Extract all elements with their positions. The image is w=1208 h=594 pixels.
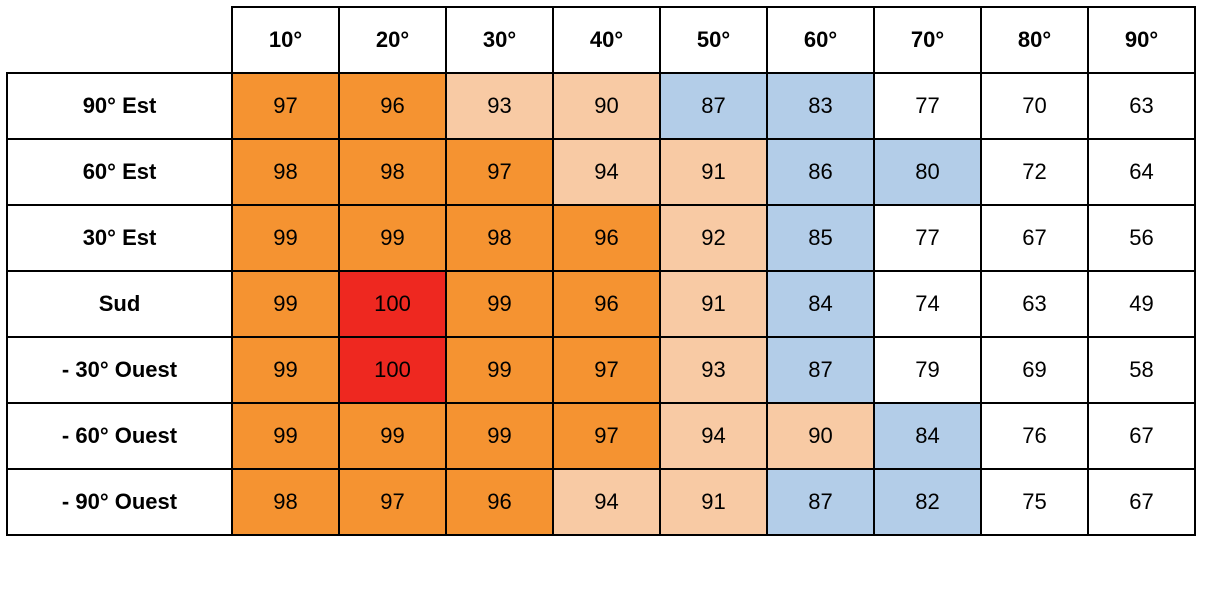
col-header: 60° [767, 7, 874, 73]
data-cell: 97 [339, 469, 446, 535]
data-cell: 56 [1088, 205, 1195, 271]
col-header: 20° [339, 7, 446, 73]
data-cell: 86 [767, 139, 874, 205]
col-header: 80° [981, 7, 1088, 73]
data-cell: 76 [981, 403, 1088, 469]
data-cell: 98 [446, 205, 553, 271]
data-cell: 84 [874, 403, 981, 469]
data-cell: 70 [981, 73, 1088, 139]
data-cell: 58 [1088, 337, 1195, 403]
data-cell: 77 [874, 73, 981, 139]
data-cell: 67 [1088, 403, 1195, 469]
data-cell: 63 [1088, 73, 1195, 139]
data-cell: 97 [553, 403, 660, 469]
data-cell: 94 [553, 469, 660, 535]
table-row: - 90° Ouest989796949187827567 [7, 469, 1195, 535]
data-cell: 90 [767, 403, 874, 469]
table-row: 60° Est989897949186807264 [7, 139, 1195, 205]
col-header: 90° [1088, 7, 1195, 73]
table-row: 30° Est999998969285776756 [7, 205, 1195, 271]
row-header: 60° Est [7, 139, 232, 205]
data-cell: 79 [874, 337, 981, 403]
data-cell: 87 [767, 469, 874, 535]
row-header: - 60° Ouest [7, 403, 232, 469]
data-cell: 93 [446, 73, 553, 139]
data-cell: 91 [660, 139, 767, 205]
data-cell: 99 [446, 403, 553, 469]
data-cell: 99 [339, 403, 446, 469]
table-row: - 60° Ouest999999979490847667 [7, 403, 1195, 469]
column-header-row: 10°20°30°40°50°60°70°80°90° [7, 7, 1195, 73]
data-cell: 94 [553, 139, 660, 205]
data-cell: 85 [767, 205, 874, 271]
table-row: - 30° Ouest9910099979387796958 [7, 337, 1195, 403]
data-cell: 100 [339, 271, 446, 337]
data-cell: 83 [767, 73, 874, 139]
col-header: 30° [446, 7, 553, 73]
data-cell: 100 [339, 337, 446, 403]
table-row: 90° Est979693908783777063 [7, 73, 1195, 139]
table-body: 90° Est97969390878377706360° Est98989794… [7, 73, 1195, 535]
data-cell: 63 [981, 271, 1088, 337]
data-cell: 99 [446, 271, 553, 337]
data-cell: 96 [446, 469, 553, 535]
col-header: 10° [232, 7, 339, 73]
data-cell: 80 [874, 139, 981, 205]
data-cell: 87 [660, 73, 767, 139]
data-cell: 99 [232, 403, 339, 469]
data-cell: 96 [553, 271, 660, 337]
orientation-inclination-table: 10°20°30°40°50°60°70°80°90° 90° Est97969… [6, 6, 1196, 536]
corner-cell [7, 7, 232, 73]
row-header: 90° Est [7, 73, 232, 139]
col-header: 50° [660, 7, 767, 73]
data-cell: 91 [660, 469, 767, 535]
data-cell: 72 [981, 139, 1088, 205]
data-cell: 74 [874, 271, 981, 337]
data-cell: 93 [660, 337, 767, 403]
data-cell: 64 [1088, 139, 1195, 205]
data-cell: 91 [660, 271, 767, 337]
col-header: 70° [874, 7, 981, 73]
row-header: 30° Est [7, 205, 232, 271]
data-cell: 97 [232, 73, 339, 139]
data-cell: 82 [874, 469, 981, 535]
data-cell: 97 [446, 139, 553, 205]
data-cell: 67 [1088, 469, 1195, 535]
row-header: Sud [7, 271, 232, 337]
data-cell: 98 [232, 139, 339, 205]
data-cell: 49 [1088, 271, 1195, 337]
data-cell: 94 [660, 403, 767, 469]
data-cell: 84 [767, 271, 874, 337]
table-row: Sud9910099969184746349 [7, 271, 1195, 337]
data-cell: 99 [232, 205, 339, 271]
data-cell: 87 [767, 337, 874, 403]
data-cell: 69 [981, 337, 1088, 403]
data-cell: 99 [446, 337, 553, 403]
data-cell: 67 [981, 205, 1088, 271]
row-header: - 30° Ouest [7, 337, 232, 403]
data-cell: 96 [339, 73, 446, 139]
data-cell: 98 [232, 469, 339, 535]
row-header: - 90° Ouest [7, 469, 232, 535]
data-cell: 99 [339, 205, 446, 271]
data-cell: 99 [232, 271, 339, 337]
data-cell: 75 [981, 469, 1088, 535]
data-cell: 97 [553, 337, 660, 403]
data-cell: 98 [339, 139, 446, 205]
col-header: 40° [553, 7, 660, 73]
data-cell: 92 [660, 205, 767, 271]
data-cell: 77 [874, 205, 981, 271]
data-cell: 96 [553, 205, 660, 271]
data-cell: 90 [553, 73, 660, 139]
data-cell: 99 [232, 337, 339, 403]
